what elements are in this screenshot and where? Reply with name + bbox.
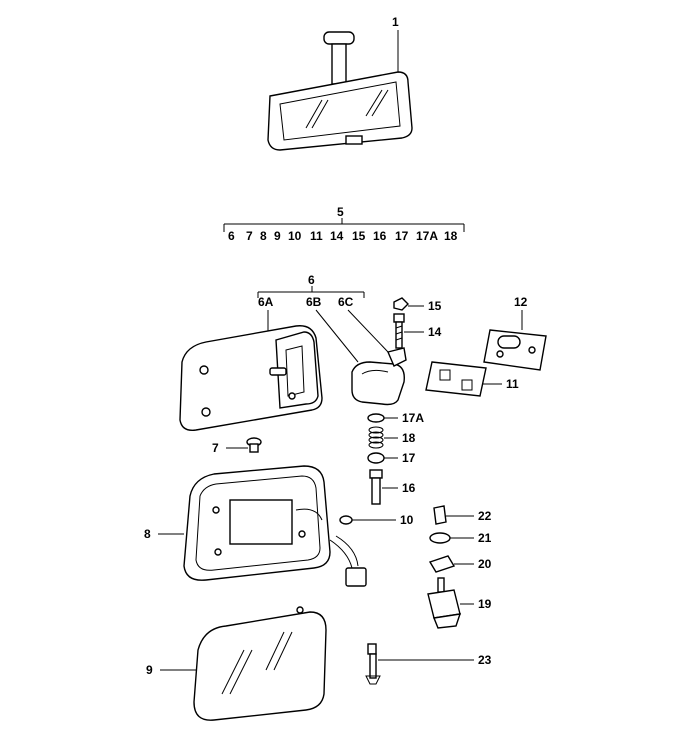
- nut-15: [393, 297, 409, 311]
- callout-21: 21: [478, 531, 492, 545]
- connector-pin-23: [365, 643, 381, 685]
- screw-16: [369, 469, 383, 505]
- callout-17a: 17A: [402, 411, 424, 425]
- washer-20: [428, 555, 456, 573]
- group5-item: 11: [310, 229, 323, 243]
- callout-20: 20: [478, 557, 492, 571]
- callout-15: 15: [428, 299, 442, 313]
- callout-16: 16: [402, 481, 416, 495]
- group5-item: 6: [228, 229, 235, 243]
- callout-6-bracket: [257, 286, 365, 298]
- callout-18: 18: [402, 431, 416, 445]
- callout-19: 19: [478, 597, 492, 611]
- callout-5-parts-list: 6 7 8 9 10 11 14 15 16 17 17A 18: [228, 229, 458, 243]
- callout-7: 7: [212, 441, 219, 455]
- callout-22: 22: [478, 509, 492, 523]
- callout-6b: 6B: [306, 295, 322, 309]
- group5-item: 7: [246, 229, 253, 243]
- callout-6a: 6A: [258, 295, 274, 309]
- mirror-glass-9: [193, 606, 327, 721]
- knob-22: [433, 505, 447, 525]
- spring-18: [368, 426, 384, 449]
- callout-11: 11: [506, 377, 519, 391]
- mirror-base-8: [183, 465, 367, 587]
- nut-21: [429, 532, 451, 544]
- callout-17: 17: [402, 451, 416, 465]
- washer-17a: [367, 413, 385, 423]
- group5-item: 15: [352, 229, 366, 243]
- clip-6c: [387, 347, 407, 367]
- callout-5: 5: [337, 205, 344, 219]
- callout-6c: 6C: [338, 295, 354, 309]
- bolt-14: [393, 313, 405, 349]
- group5-item: 16: [373, 229, 387, 243]
- interior-mirror: [267, 31, 413, 151]
- group5-item: 8: [260, 229, 267, 243]
- callout-10: 10: [400, 513, 414, 527]
- gasket-11: [425, 361, 487, 397]
- group5-item: 17: [395, 229, 409, 243]
- callout-5-bracket: [223, 218, 465, 232]
- group5-item: 17A: [416, 229, 438, 243]
- group5-item: 14: [330, 229, 344, 243]
- group5-item: 9: [274, 229, 281, 243]
- group5-item: 18: [444, 229, 458, 243]
- callout-6: 6: [308, 273, 315, 287]
- callout-9: 9: [146, 663, 153, 677]
- mirror-housing-6a: [179, 325, 323, 431]
- screw-10: [339, 515, 353, 525]
- callout-8: 8: [144, 527, 151, 541]
- callout-14: 14: [428, 325, 442, 339]
- screw-7: [246, 437, 262, 453]
- group5-item: 10: [288, 229, 302, 243]
- switch-19: [427, 577, 462, 629]
- callout-12: 12: [514, 295, 528, 309]
- switch-plate-12: [483, 329, 547, 371]
- ball-socket-6b: [351, 361, 405, 406]
- callout-23: 23: [478, 653, 492, 667]
- nut-17: [367, 452, 385, 464]
- callout-1: 1: [392, 15, 399, 29]
